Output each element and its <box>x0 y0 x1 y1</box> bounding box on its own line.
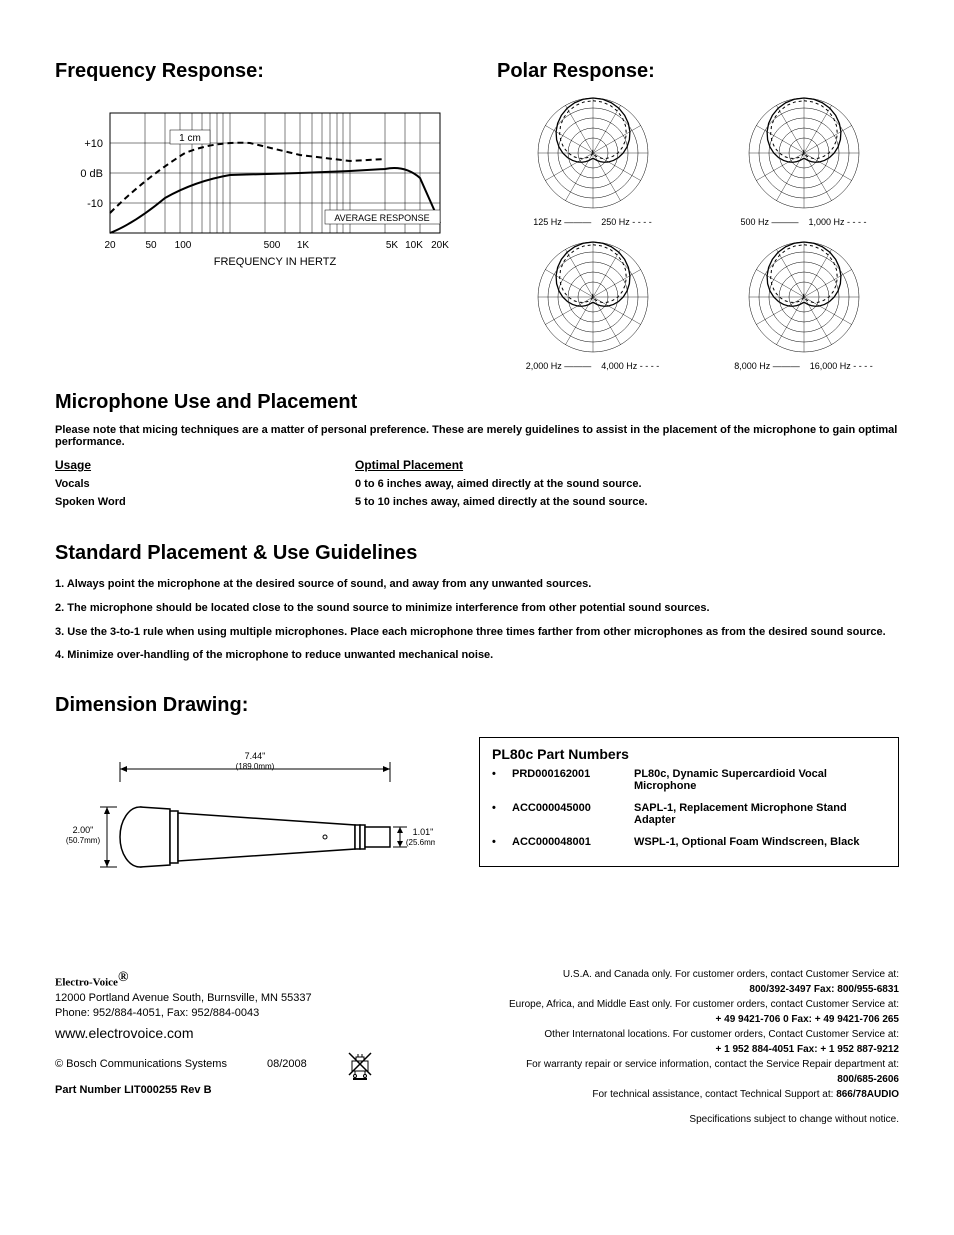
svg-text:(50.7mm): (50.7mm) <box>66 836 101 845</box>
placement-header: Optimal Placement <box>355 458 648 472</box>
mic-use-heading: Microphone Use and Placement <box>55 391 899 414</box>
parts-box: PL80c Part Numbers •PRD000162001PL80c, D… <box>479 737 899 867</box>
polar-chart: 125 Hz ——— 250 Hz - - - - <box>497 93 688 227</box>
footer-part-number: Part Number LIT000255 Rev B <box>55 1084 452 1096</box>
svg-text:100: 100 <box>175 240 192 251</box>
svg-text:0 dB: 0 dB <box>80 168 103 180</box>
usage-row: Spoken Word <box>55 496 275 508</box>
guideline-item: 2. The microphone should be located clos… <box>55 599 899 619</box>
part-row: •PRD000162001PL80c, Dynamic Supercardioi… <box>492 768 886 792</box>
svg-text:500: 500 <box>264 240 281 251</box>
polar-chart: 500 Hz ——— 1,000 Hz - - - - <box>708 93 899 227</box>
footer-address: 12000 Portland Avenue South, Burnsville,… <box>55 992 452 1004</box>
usage-row: Vocals <box>55 478 275 490</box>
svg-text:(189.0mm): (189.0mm) <box>236 762 275 771</box>
weee-icon <box>347 1047 373 1081</box>
part-row: •ACC000045000SAPL-1, Replacement Microph… <box>492 802 886 826</box>
footer-contact: U.S.A. and Canada only. For customer ord… <box>482 967 899 1127</box>
guideline-item: 1. Always point the microphone at the de… <box>55 575 899 595</box>
polar-response-grid: 125 Hz ——— 250 Hz - - - -500 Hz ——— 1,00… <box>497 93 899 371</box>
guideline-item: 3. Use the 3-to-1 rule when using multip… <box>55 623 899 643</box>
svg-text:AVERAGE RESPONSE: AVERAGE RESPONSE <box>334 213 429 223</box>
svg-text:7.44": 7.44" <box>245 751 266 761</box>
placement-row: 0 to 6 inches away, aimed directly at th… <box>355 478 648 490</box>
placement-row: 5 to 10 inches away, aimed directly at t… <box>355 496 648 508</box>
svg-text:2.00": 2.00" <box>73 825 94 835</box>
svg-text:1K: 1K <box>297 240 310 251</box>
svg-text:20: 20 <box>104 240 116 251</box>
svg-text:(25.6mm): (25.6mm) <box>406 838 435 847</box>
footer-phone: Phone: 952/884-4051, Fax: 952/884-0043 <box>55 1007 452 1019</box>
polar-heading: Polar Response: <box>497 60 899 83</box>
guidelines-heading: Standard Placement & Use Guidelines <box>55 542 899 565</box>
svg-text:5K: 5K <box>386 240 399 251</box>
parts-heading: PL80c Part Numbers <box>492 746 886 762</box>
dimension-heading: Dimension Drawing: <box>55 694 899 717</box>
svg-text:FREQUENCY IN HERTZ: FREQUENCY IN HERTZ <box>214 256 337 268</box>
footer-copyright: © Bosch Communications Systems <box>55 1058 227 1070</box>
dimension-drawing: 7.44" (189.0mm) 2.00" (50.7mm) <box>55 747 435 907</box>
footer-website: www.electrovoice.com <box>55 1025 452 1041</box>
polar-chart: 2,000 Hz ——— 4,000 Hz - - - - <box>497 237 688 371</box>
svg-text:1.01": 1.01" <box>413 827 434 837</box>
part-row: •ACC000048001WSPL-1, Optional Foam Winds… <box>492 836 886 848</box>
freq-heading: Frequency Response: <box>55 60 457 83</box>
frequency-response-chart: +10 0 dB -10 20 50 100 500 1K 5K 10K 20K… <box>55 93 455 283</box>
mic-use-note: Please note that micing techniques are a… <box>55 424 899 448</box>
svg-text:10K: 10K <box>405 240 423 251</box>
svg-text:-10: -10 <box>87 198 103 210</box>
guideline-item: 4. Minimize over-handling of the microph… <box>55 646 899 666</box>
polar-chart: 8,000 Hz ——— 16,000 Hz - - - - <box>708 237 899 371</box>
footer-date: 08/2008 <box>267 1058 307 1070</box>
svg-text:1 cm: 1 cm <box>179 133 201 144</box>
svg-text:+10: +10 <box>84 138 103 150</box>
svg-text:20K: 20K <box>431 240 449 251</box>
svg-text:50: 50 <box>145 240 157 251</box>
usage-header: Usage <box>55 458 275 472</box>
brand-logo: Electro-Voice® <box>55 970 452 989</box>
